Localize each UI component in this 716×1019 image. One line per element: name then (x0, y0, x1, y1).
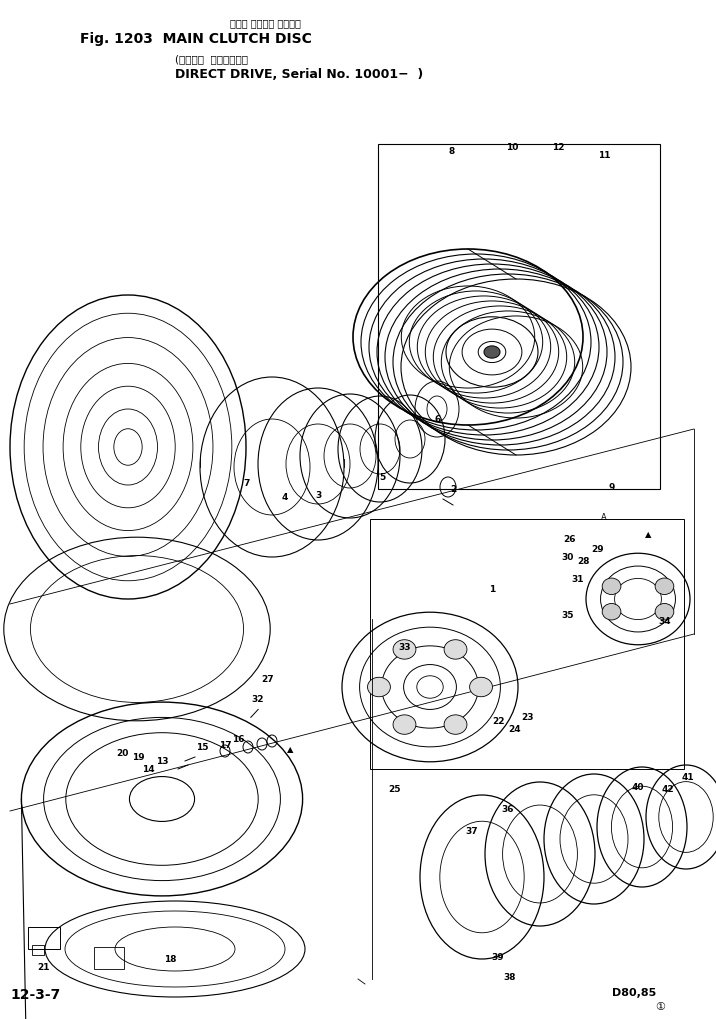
Text: 23: 23 (522, 713, 534, 721)
Ellipse shape (470, 678, 493, 697)
Ellipse shape (444, 640, 467, 659)
Text: (クラッチ  式・適用号機: (クラッチ 式・適用号機 (175, 54, 248, 64)
Bar (370, 520, 684, 769)
Text: 1: 1 (489, 585, 495, 594)
Text: ▲: ▲ (644, 530, 652, 539)
Text: A: A (601, 513, 607, 522)
Text: 32: 32 (252, 695, 264, 704)
Text: 12-3-7: 12-3-7 (10, 987, 60, 1001)
Text: 35: 35 (562, 611, 574, 620)
Ellipse shape (393, 715, 416, 735)
Text: 10: 10 (505, 144, 518, 153)
Text: 3: 3 (315, 491, 321, 500)
Text: 40: 40 (632, 783, 644, 792)
Text: 11: 11 (598, 152, 610, 160)
Text: ▲: ▲ (286, 745, 294, 754)
Text: 19: 19 (132, 753, 145, 762)
Bar (94, 947, 124, 969)
Text: 28: 28 (578, 557, 590, 566)
Text: 17: 17 (218, 740, 231, 749)
Text: 21: 21 (37, 963, 49, 971)
Text: 33: 33 (399, 643, 411, 652)
Text: 7: 7 (244, 479, 250, 488)
Ellipse shape (484, 346, 500, 359)
Bar (32, 945, 44, 955)
Ellipse shape (602, 604, 621, 621)
Text: 27: 27 (261, 675, 274, 684)
Text: 30: 30 (562, 553, 574, 561)
Text: 8: 8 (449, 148, 455, 156)
Text: 15: 15 (195, 743, 208, 752)
Text: 6: 6 (435, 415, 441, 424)
Text: DIRECT DRIVE, Serial No. 10001−  ): DIRECT DRIVE, Serial No. 10001− ) (175, 68, 423, 81)
Text: 4: 4 (282, 493, 288, 502)
Text: 2: 2 (450, 485, 456, 494)
Text: 42: 42 (662, 785, 674, 794)
Ellipse shape (655, 579, 674, 595)
Text: 31: 31 (572, 575, 584, 584)
Text: D80,85: D80,85 (612, 987, 657, 997)
Ellipse shape (655, 604, 674, 621)
Text: 14: 14 (142, 764, 155, 773)
Ellipse shape (602, 579, 621, 595)
Bar (28, 927, 60, 949)
Text: 22: 22 (492, 716, 504, 726)
Text: Fig. 1203  MAIN CLUTCH DISC: Fig. 1203 MAIN CLUTCH DISC (80, 32, 312, 46)
Text: 13: 13 (156, 757, 168, 765)
Text: 36: 36 (502, 805, 514, 814)
Text: 37: 37 (465, 826, 478, 836)
Text: 29: 29 (591, 545, 604, 554)
Text: 12: 12 (552, 144, 564, 153)
Ellipse shape (393, 640, 416, 659)
Text: 16: 16 (232, 735, 244, 744)
Text: 39: 39 (492, 953, 504, 962)
Ellipse shape (367, 678, 390, 697)
Text: 38: 38 (504, 972, 516, 981)
Bar (378, 145, 660, 489)
Text: ①: ① (655, 1001, 665, 1011)
Text: 24: 24 (508, 725, 521, 734)
Text: 25: 25 (388, 785, 400, 794)
Text: メイン クラッチ ディスク: メイン クラッチ ディスク (230, 18, 301, 28)
Text: 18: 18 (164, 955, 176, 964)
Ellipse shape (444, 715, 467, 735)
Text: 5: 5 (379, 472, 385, 481)
Text: 34: 34 (659, 616, 672, 626)
Text: 26: 26 (563, 535, 576, 544)
Text: 20: 20 (116, 749, 128, 758)
Text: 9: 9 (609, 482, 615, 491)
Text: 41: 41 (682, 772, 695, 782)
